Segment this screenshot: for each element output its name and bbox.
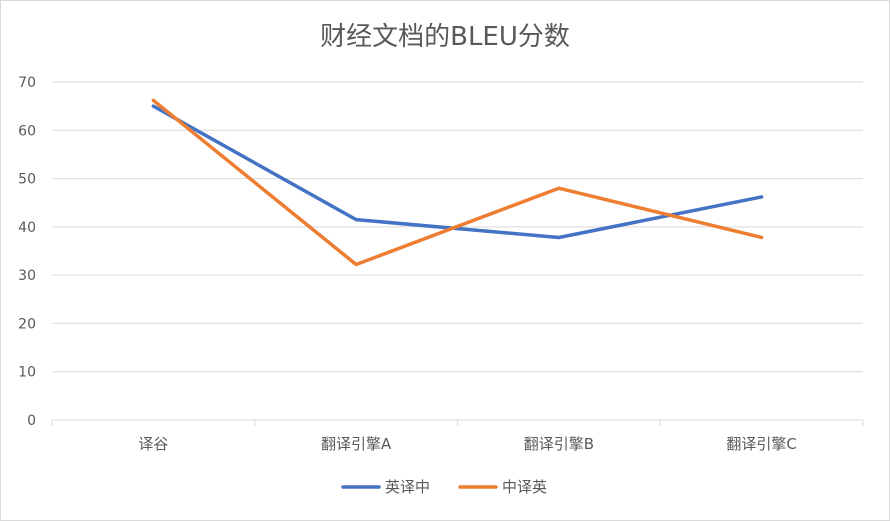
x-tick-label: 翻译引擎A (321, 435, 392, 453)
legend-label: 中译英 (502, 478, 547, 496)
x-axis (51, 419, 864, 426)
gridlines (52, 81, 863, 373)
x-tick-label: 翻译引擎C (726, 435, 796, 453)
legend: 英译中 中译英 (341, 478, 547, 496)
y-tick-label: 10 (18, 365, 36, 381)
series-line-1 (151, 104, 764, 240)
legend-label: 英译中 (385, 478, 430, 496)
series-lines (151, 98, 764, 267)
y-tick-label: 70 (18, 75, 36, 91)
x-tick-label: 译谷 (138, 435, 168, 453)
chart-title: 财经文档的BLEU分数 (320, 22, 570, 52)
y-tick-label: 60 (18, 123, 36, 139)
y-tick-label: 30 (18, 268, 36, 284)
series-line-2 (151, 98, 764, 267)
y-tick-label: 50 (18, 172, 36, 188)
x-tick-labels: 译谷 翻译引擎A 翻译引擎B 翻译引擎C (138, 435, 797, 453)
x-tick-label: 翻译引擎B (524, 435, 594, 453)
y-tick-labels: 0 10 20 30 40 50 60 70 (18, 75, 36, 429)
y-tick-label: 40 (18, 220, 36, 236)
y-tick-label: 20 (18, 316, 36, 332)
y-tick-label: 0 (27, 413, 36, 429)
